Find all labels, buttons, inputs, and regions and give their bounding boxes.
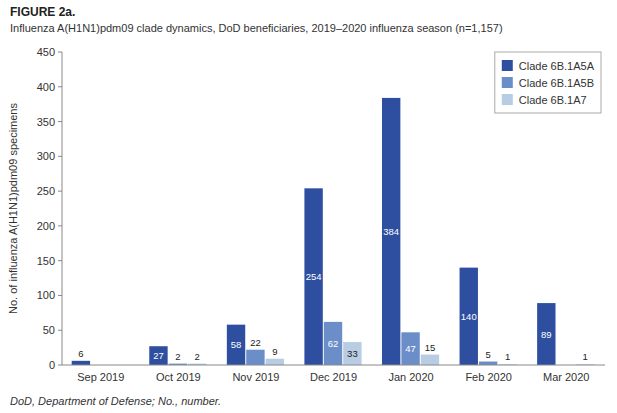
y-tick-label: 350 [37,116,55,128]
data-label: 89 [541,329,552,340]
y-tick-label: 100 [37,289,55,301]
title: FIGURE 2a. [10,5,75,19]
y-tick [58,121,62,122]
y-tick-label: 200 [37,220,55,232]
x-axis [62,365,605,366]
bar [460,268,478,365]
y-tick-label: 250 [37,185,55,197]
y-tick-label: 450 [37,46,55,58]
data-label: 15 [425,342,436,353]
bar [401,332,419,365]
subtitle: Influenza A(H1N1)pdm09 clade dynamics, D… [10,22,503,34]
y-tick [58,295,62,296]
bar [324,322,342,365]
data-label: 1 [505,351,510,362]
y-tick-label: 50 [43,324,55,336]
legend-box [495,52,601,113]
data-labels: 62758254384140892226247529331511 [78,226,588,362]
y-tick [58,52,62,53]
data-label: 140 [461,311,477,322]
bar [227,325,245,365]
x-tick-label: Oct 2019 [156,371,201,383]
y-tick [58,225,62,226]
bar [382,98,400,365]
y-tick [58,330,62,331]
data-label: 1 [582,351,587,362]
y-axis [62,52,63,365]
legend-swatch [502,60,513,71]
legend: Clade 6B.1A5A Clade 6B.1A5B Clade 6B.1A7 [495,52,601,113]
data-label: 5 [485,349,490,360]
legend-label: Clade 6B.1A5A [519,60,595,72]
x-tick-label: Nov 2019 [232,371,279,383]
y-tick [58,365,62,366]
data-label: 22 [250,337,261,348]
y-tick [58,260,62,261]
x-tick-label: Mar 2020 [543,371,589,383]
data-label: 2 [175,351,180,362]
y-tick-label: 0 [49,359,55,371]
x-tick-label: Dec 2019 [310,371,357,383]
y-tick [58,86,62,87]
y-tick-label: 300 [37,150,55,162]
y-axis-label: No. of influenza A(H1N1)pdm09 specimens [7,103,19,314]
legend-label: Clade 6B.1A7 [519,94,587,106]
data-label: 62 [328,338,339,349]
bar [479,362,497,365]
bars [72,98,595,365]
data-label: 33 [347,348,358,359]
bar [304,188,322,365]
legend-label: Clade 6B.1A5B [519,77,594,89]
footnote: DoD, Department of Defense; No., number. [10,395,221,407]
bar [421,355,439,365]
y-tick-label: 150 [37,255,55,267]
bar [72,361,90,365]
y-tick [58,156,62,157]
data-label: 2 [195,351,200,362]
bar [266,359,284,365]
y-tick-label: 400 [37,81,55,93]
x-tick-label: Sep 2019 [77,371,124,383]
bar [149,346,167,365]
chart: FIGURE 2a. Influenza A(H1N1)pdm09 clade d… [0,0,617,413]
x-tick-label: Jan 2020 [388,371,433,383]
data-label: 254 [306,271,322,282]
data-label: 384 [383,226,399,237]
data-label: 27 [153,350,164,361]
x-tick-label: Feb 2020 [465,371,511,383]
legend-swatch [502,94,513,105]
data-label: 47 [405,343,416,354]
legend-swatch [502,77,513,88]
data-label: 9 [272,346,277,357]
data-label: 58 [231,339,242,350]
y-tick [58,191,62,192]
bar [537,303,555,365]
bar [246,350,264,365]
data-label: 6 [78,348,83,359]
bar [343,342,361,365]
